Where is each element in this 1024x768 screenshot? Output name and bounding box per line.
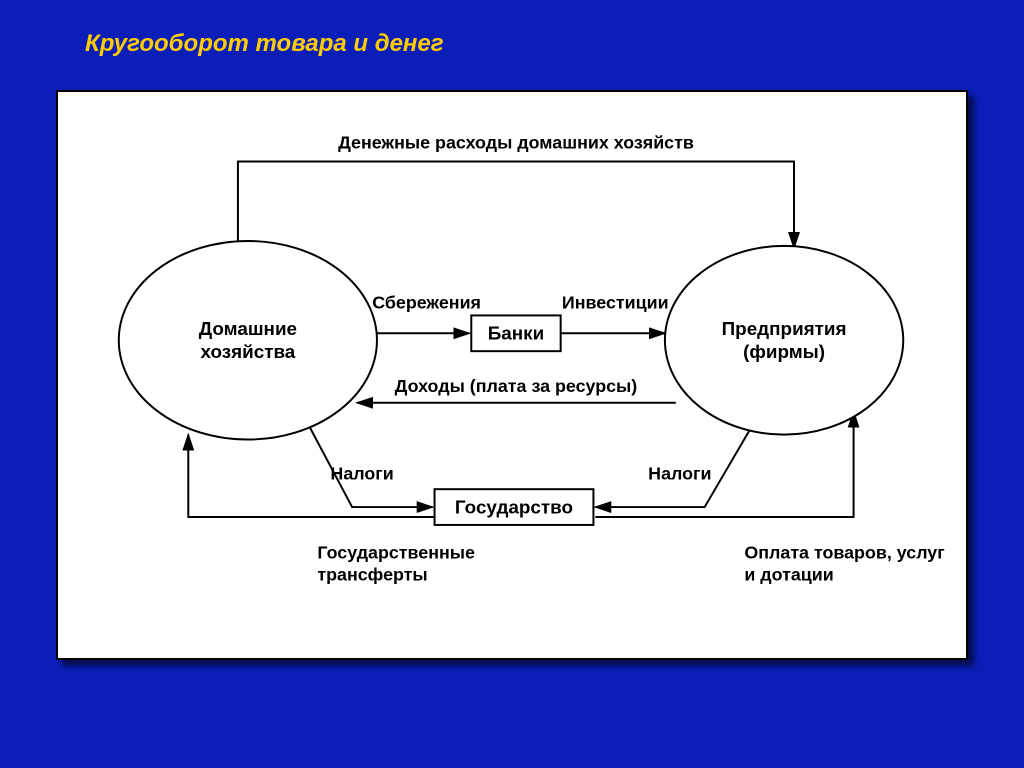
edge-label-income: Доходы (плата за ресурсы) (395, 376, 638, 396)
diagram-frame: Денежные расходы домашних хозяйств Сбереж… (56, 90, 968, 660)
edge-label-savings: Сбережения (372, 292, 481, 312)
node-label-households-0: Домашние (199, 318, 297, 339)
edge-label-transfers-0: Государственные (317, 543, 475, 563)
edge-label-spending: Денежные расходы домашних хозяйств (338, 133, 694, 153)
node-label-firms-0: Предприятия (722, 318, 847, 339)
page-title: Кругооборот товара и денег (85, 30, 444, 58)
node-label-firms-1: (фирмы) (743, 341, 825, 362)
edge-label-payments-1: и дотации (744, 565, 833, 585)
circular-flow-diagram: Денежные расходы домашних хозяйств Сбереж… (58, 92, 966, 658)
edge-spending (238, 162, 794, 248)
node-label-households-1: хозяйства (200, 341, 295, 362)
edge-label-investments: Инвестиции (562, 292, 669, 312)
node-label-state: Государство (455, 496, 573, 517)
edge-transfers (188, 435, 434, 517)
edge-label-taxes-left: Налоги (330, 463, 393, 483)
edge-label-taxes-right: Налоги (648, 463, 711, 483)
edge-label-payments-0: Оплата товаров, услуг (744, 543, 944, 563)
node-label-banks: Банки (488, 323, 544, 344)
edge-label-transfers-1: трансферты (317, 565, 427, 585)
